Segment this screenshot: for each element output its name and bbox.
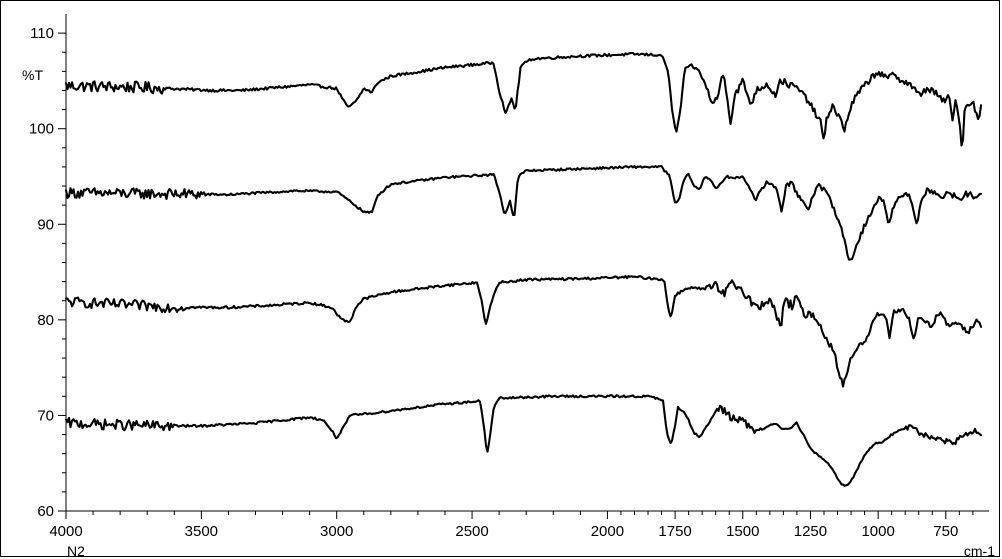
x-tick-label: 4000: [49, 523, 82, 540]
series-group: [64, 51, 983, 487]
spectrum-series-1: [64, 51, 983, 147]
x-tick-label: 1500: [726, 523, 759, 540]
labels: %T N2 cm-1: [22, 67, 995, 559]
x-tick-label: 2500: [455, 523, 488, 540]
x-tick-label: 1750: [658, 523, 691, 540]
spectrum-series-2: [64, 164, 983, 261]
footer-label: N2: [67, 543, 85, 559]
x-tick-label: 3500: [185, 523, 218, 540]
y-tick-label: 60: [37, 503, 54, 520]
y-tick-label: 100: [29, 121, 54, 138]
y-tick-label: 110: [30, 25, 54, 42]
x-tick-label: 750: [933, 523, 958, 540]
x-tick-label: 1250: [794, 523, 827, 540]
spectrum-series-3: [64, 274, 983, 388]
x-axis-unit-label: cm-1: [964, 543, 995, 559]
x-tick-label: 1000: [861, 523, 894, 540]
y-axis-unit-label: %T: [22, 67, 43, 83]
x-tick-label: 2000: [591, 523, 624, 540]
y-tick-label: 80: [37, 312, 54, 329]
spectrum-series-4: [64, 394, 983, 487]
y-tick-label: 90: [37, 216, 54, 233]
x-tick-label: 3000: [320, 523, 353, 540]
y-tick-label: 70: [37, 407, 54, 424]
axes: 60 70 80 90 100 110 4000 3500 3000 2500 2000 1750 15…: [29, 14, 989, 540]
